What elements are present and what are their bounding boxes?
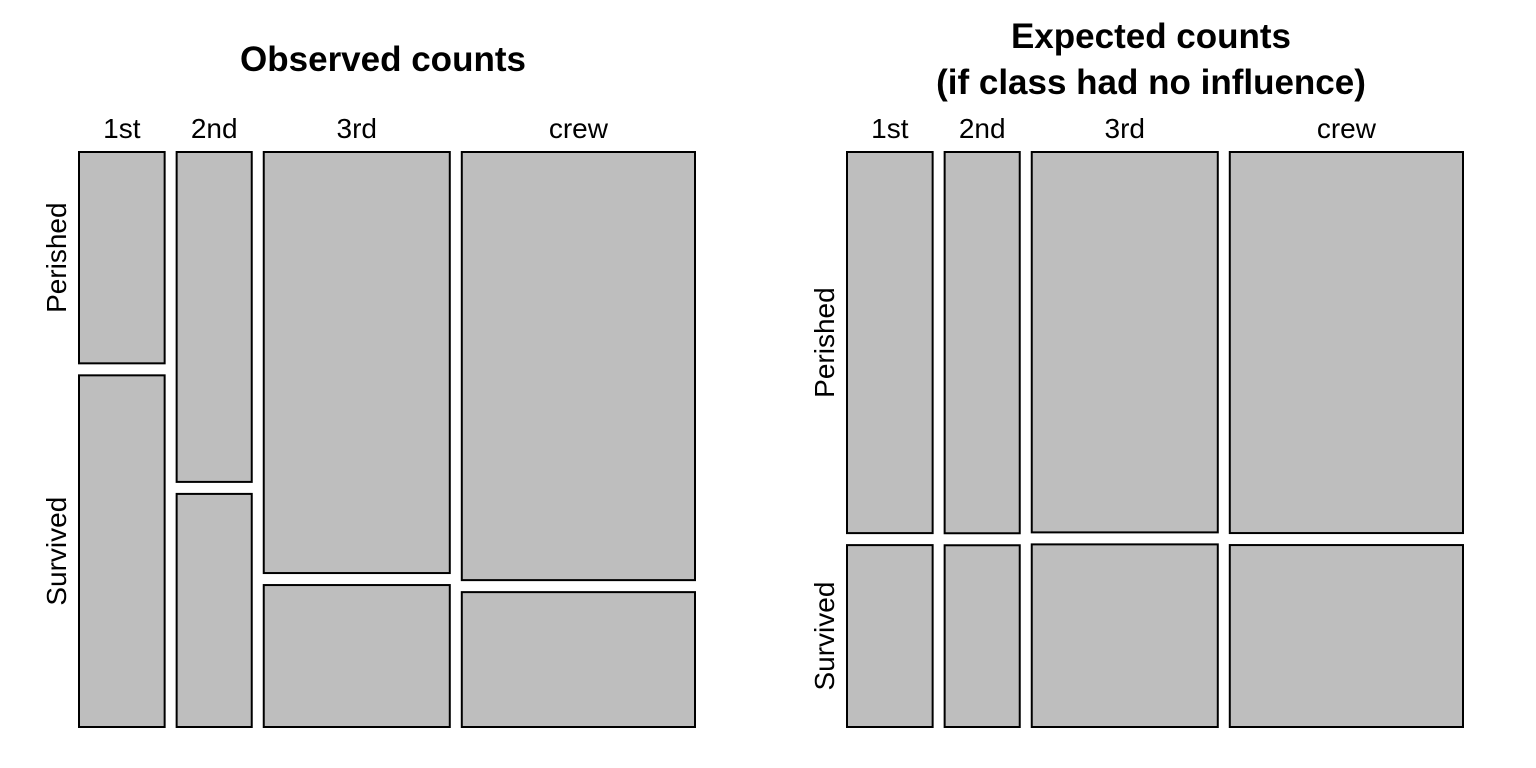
expected-tile-1st-perished (846, 151, 934, 535)
expected-column-label-1st: 1st (871, 113, 909, 144)
expected-tile-2nd-perished (943, 151, 1021, 535)
expected-panel: Expected counts (if class had no influen… (809, 17, 1465, 729)
expected-tile-3rd-perished (1030, 151, 1219, 534)
expected-row-labels: Perished Survived (809, 287, 840, 690)
observed-tile-3rd-survived (262, 584, 451, 728)
observed-tile-crew-perished (460, 151, 697, 582)
observed-column-label-3rd: 3rd (337, 113, 377, 144)
expected-tile-1st-survived (846, 544, 934, 728)
expected-tile-3rd-survived (1030, 543, 1219, 728)
observed-row-label-perished: Perished (41, 202, 72, 313)
observed-tile-1st-perished (78, 151, 166, 365)
expected-title-line-2: (if class had no influence) (936, 63, 1366, 102)
observed-title: Observed counts (240, 40, 526, 79)
expected-tile-crew-perished (1228, 151, 1465, 535)
observed-tile-2nd-survived (175, 492, 253, 728)
expected-row-label-perished: Perished (809, 287, 840, 398)
expected-tile-2nd-survived (943, 544, 1021, 729)
observed-row-labels: Perished Survived (41, 202, 72, 605)
observed-row-label-survived: Survived (41, 497, 72, 606)
observed-tile-3rd-perished (262, 151, 451, 575)
expected-column-label-3rd: 3rd (1105, 113, 1145, 144)
observed-tile-1st-survived (78, 374, 166, 728)
expected-title-line-1: Expected counts (1011, 17, 1291, 56)
expected-column-label-2nd: 2nd (959, 113, 1006, 144)
expected-tiles (846, 151, 1465, 729)
observed-tile-crew-survived (460, 591, 697, 728)
observed-tiles (78, 151, 697, 728)
observed-column-label-2nd: 2nd (191, 113, 238, 144)
expected-tile-crew-survived (1228, 544, 1465, 728)
observed-panel: Observed counts 1st 2nd 3rd crew Perished Su… (41, 40, 697, 728)
expected-column-labels: 1st 2nd 3rd crew (871, 113, 1377, 144)
observed-column-label-1st: 1st (103, 113, 141, 144)
expected-column-label-crew: crew (1317, 113, 1377, 144)
expected-row-label-survived: Survived (809, 582, 840, 691)
observed-column-labels: 1st 2nd 3rd crew (103, 113, 609, 144)
observed-tile-2nd-perished (175, 151, 253, 483)
observed-column-label-crew: crew (549, 113, 609, 144)
